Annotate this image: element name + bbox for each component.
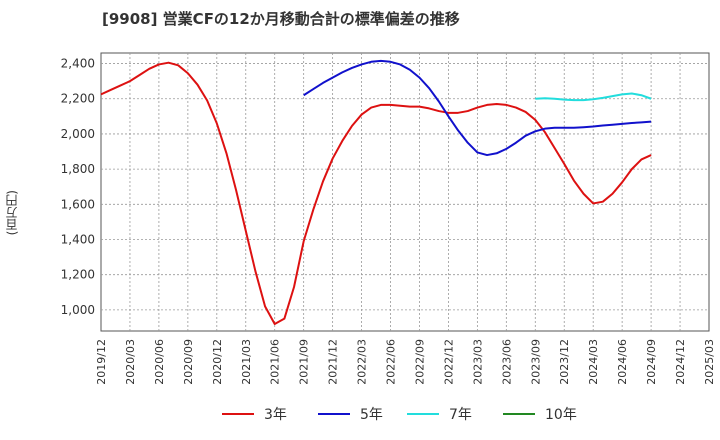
x-tick-label: 2024/09: [645, 339, 658, 385]
legend: 3年 5年 7年 10年: [222, 407, 577, 423]
x-tick-label: 2021/09: [298, 339, 311, 385]
axes: 2019/12 2020/03 2020/06 2020/09 2020/12 2021/…: [61, 57, 716, 385]
x-tick-label: 2021/03: [240, 339, 253, 385]
x-tick-label: 2020/03: [124, 339, 137, 385]
x-tick-label: 2024/03: [587, 339, 600, 385]
y-tick-label: 2,400: [61, 57, 95, 71]
grid-lines: [100, 52, 710, 332]
y-tick-label: 2,200: [61, 92, 95, 106]
x-tick-label: 2024/06: [616, 339, 629, 385]
x-tick-label: 2020/06: [153, 339, 166, 385]
y-tick-label: 1,600: [61, 197, 95, 211]
x-tick-label: 2022/09: [413, 339, 426, 385]
x-tick-label: 2022/12: [442, 339, 455, 385]
legend-label-3: 7年: [449, 407, 472, 423]
legend-label-2: 5年: [360, 407, 383, 423]
x-tick-label: 2023/09: [529, 339, 542, 385]
series-line-2: [303, 59, 652, 157]
x-tick-label: 2020/09: [182, 339, 195, 385]
x-tick-label: 2022/06: [385, 339, 398, 385]
x-tick-label: 2019/12: [95, 339, 108, 385]
y-tick-label: 1,000: [61, 303, 95, 317]
series-line-3: [535, 92, 652, 102]
plot-area: [100, 52, 710, 332]
y-tick-label: 1,400: [61, 233, 95, 247]
x-tick-label: 2022/03: [356, 339, 369, 385]
series-line-1: [100, 61, 652, 325]
x-tick-label: 2023/06: [500, 339, 513, 385]
x-tick-label: 2023/03: [471, 339, 484, 385]
y-tick-label: 1,800: [61, 162, 95, 176]
y-tick-label: 1,200: [61, 268, 95, 282]
x-tick-label: 2025/03: [703, 339, 716, 385]
chart-title: [9908] 営業CFの12か月移動合計の標準偏差の推移: [102, 10, 460, 28]
x-tick-label: 2020/12: [211, 339, 224, 385]
legend-label-1: 3年: [264, 407, 287, 423]
x-tick-label: 2021/06: [269, 339, 282, 385]
x-tick-label: 2021/12: [327, 339, 340, 385]
x-tick-label: 2023/12: [558, 339, 571, 385]
series-lines: [100, 59, 652, 325]
x-tick-label: 2024/12: [674, 339, 687, 385]
legend-label-4: 10年: [545, 407, 577, 423]
y-tick-label: 2,000: [61, 127, 95, 141]
